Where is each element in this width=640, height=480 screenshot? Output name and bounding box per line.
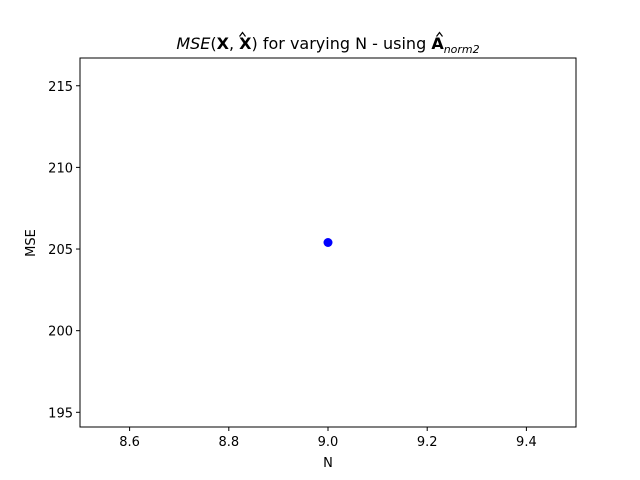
y-axis-label: MSE [24, 229, 39, 257]
title-func: MSE [176, 34, 211, 53]
title-close-paren: ) [252, 34, 258, 53]
title-xhat: X [239, 34, 252, 53]
title-a-hat-accent [436, 31, 443, 37]
title-open-paren: ( [210, 34, 216, 53]
x-tick-label: 8.8 [218, 435, 239, 450]
title-x-hat-accent [239, 31, 246, 37]
y-tick-label: 205 [48, 243, 73, 258]
y-tick-label: 210 [48, 161, 73, 176]
title-x: X [217, 34, 230, 53]
y-tick-label: 195 [48, 406, 73, 421]
title-comma: , [229, 34, 239, 53]
x-tick-label: 9.4 [516, 435, 537, 450]
x-tick-label: 8.6 [119, 435, 140, 450]
y-tick-label: 215 [48, 80, 73, 95]
x-tick-label: 9.0 [318, 435, 339, 450]
x-tick-label: 9.2 [417, 435, 438, 450]
title-subscript: norm2 [444, 43, 480, 56]
title-a: A [431, 34, 444, 53]
y-tick-label: 200 [48, 325, 73, 340]
x-axis-label: N [323, 456, 333, 471]
plot-area: 8.6 8.8 9.0 9.2 9.4 195 200 205 210 215 [48, 57, 577, 450]
data-point [323, 238, 333, 247]
title-middle: for varying N - using [258, 34, 432, 53]
chart-title: MSE(X, X) for varying N - using Anorm2 [176, 34, 479, 56]
